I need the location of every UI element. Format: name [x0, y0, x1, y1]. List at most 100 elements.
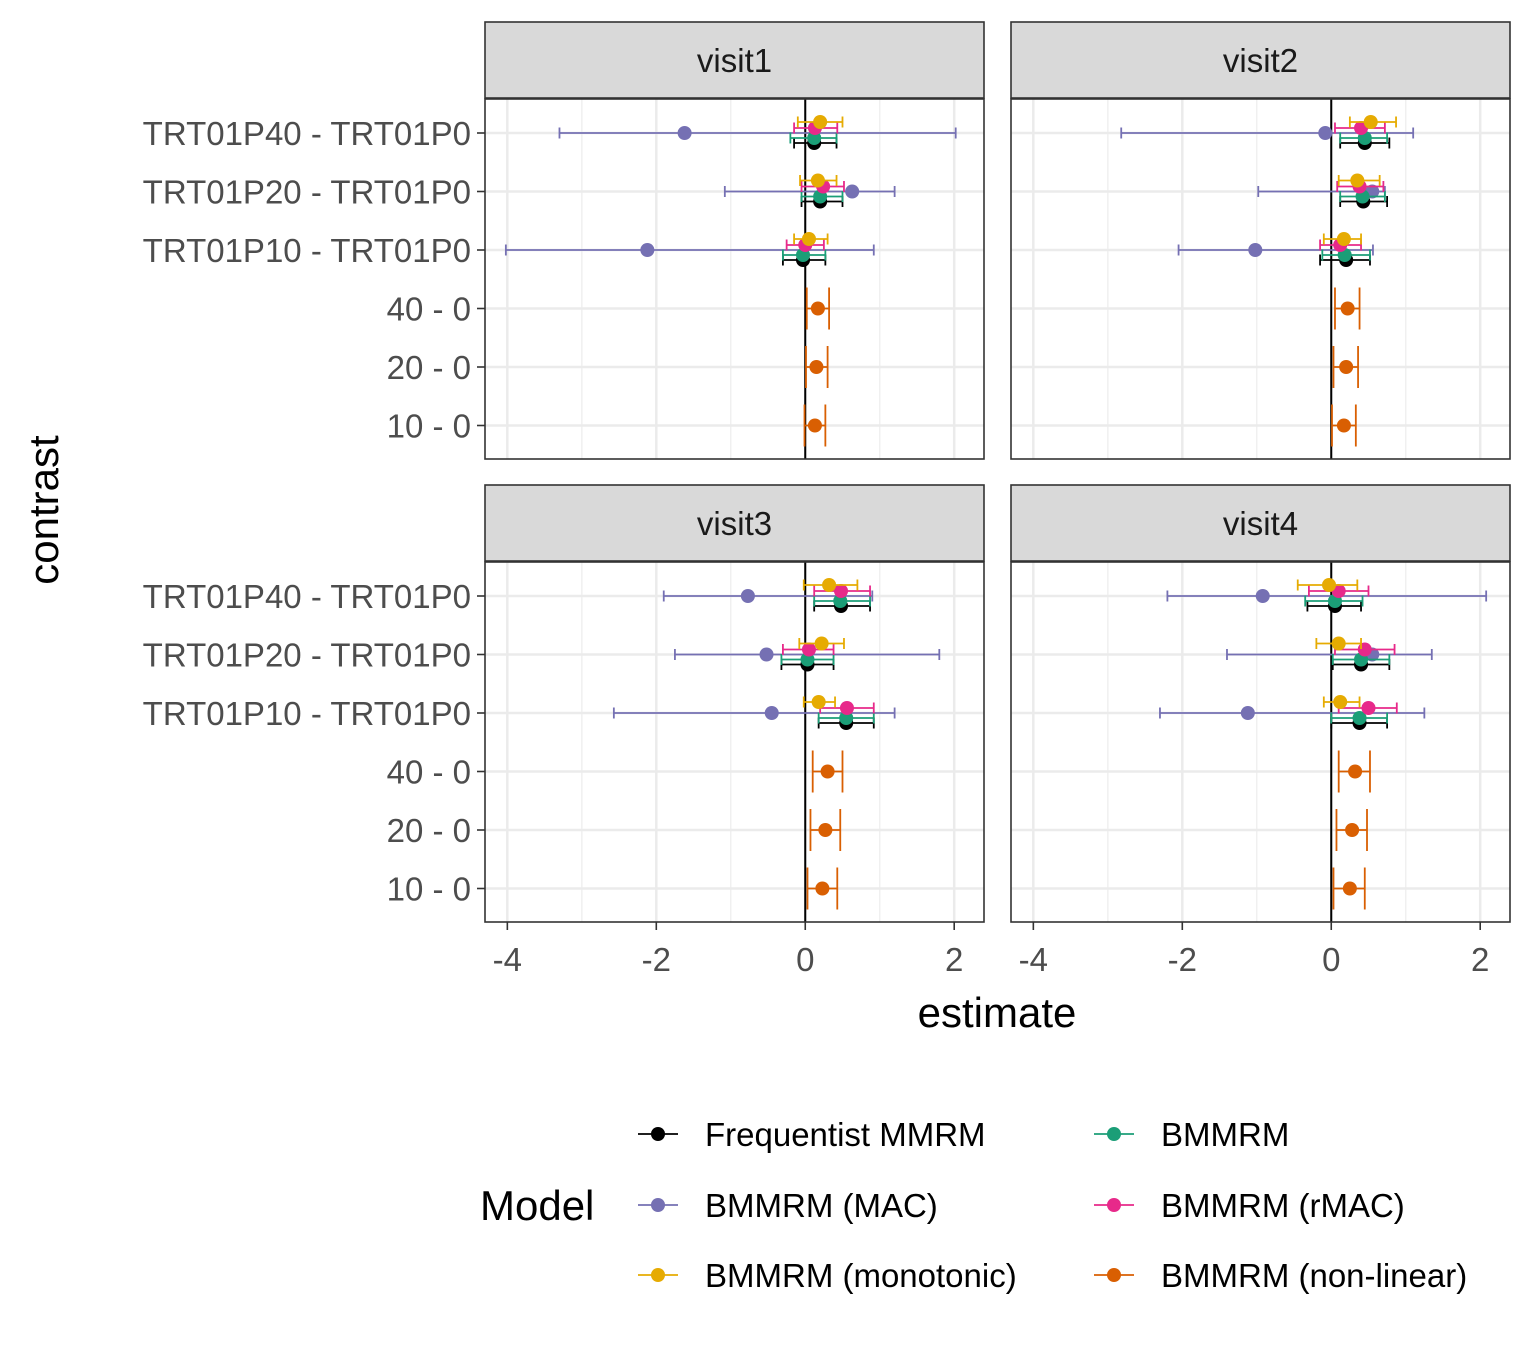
facet-title: visit4	[1223, 505, 1298, 542]
point-bmmrm	[807, 131, 822, 145]
point-mono	[822, 578, 837, 592]
x-tick-label: 2	[1471, 941, 1489, 978]
y-axis-title: contrast	[20, 435, 67, 585]
y-tick-label: 10 - 0	[387, 408, 471, 445]
legend-label: BMMRM (rMAC)	[1161, 1187, 1405, 1224]
point-nonlin	[1345, 823, 1360, 837]
legend-title: Model	[480, 1182, 594, 1229]
point-mac	[759, 647, 774, 662]
point-mono	[1350, 173, 1365, 188]
y-tick-label: 20 - 0	[387, 349, 471, 386]
plot-area	[1011, 562, 1510, 922]
point-mac	[640, 243, 655, 257]
x-tick-label: 2	[945, 941, 963, 978]
legend-label: BMMRM (monotonic)	[705, 1257, 1017, 1294]
panel-visit1: visit1 TRT01P40 - TRT01P0 TRT01P20 - TRT01…	[143, 21, 985, 460]
point-nonlin	[809, 360, 824, 374]
facet-strip	[1010, 21, 1511, 99]
x-tick-label: -4	[493, 941, 522, 978]
facet-title: visit1	[697, 42, 772, 79]
point-mono	[813, 115, 828, 129]
point-nonlin	[1340, 301, 1355, 316]
plot-area	[485, 99, 984, 459]
point-nonlin	[815, 881, 830, 896]
panel-border	[1010, 98, 1511, 460]
point-nonlin	[820, 764, 835, 779]
point-rmac	[834, 584, 849, 598]
point-nonlin	[1339, 360, 1354, 374]
x-tick-label: 0	[796, 941, 814, 978]
y-tick-label: 20 - 0	[387, 812, 471, 849]
point-mac	[845, 184, 860, 199]
legend-key-point	[1107, 1127, 1121, 1141]
point-mono	[1331, 636, 1346, 651]
panel-border	[1010, 561, 1511, 923]
y-tick-label: TRT01P40 - TRT01P0	[143, 115, 471, 152]
point-mono	[1336, 232, 1351, 246]
point-mono	[811, 695, 826, 709]
y-tick-label: TRT01P20 - TRT01P0	[143, 637, 471, 674]
point-nonlin	[810, 301, 825, 316]
panel-visit4: visit4 -4 -2 0 2	[1010, 484, 1511, 978]
panel-border	[484, 98, 985, 460]
y-tick-label: 40 - 0	[387, 291, 471, 328]
x-tick-label: -2	[1168, 941, 1197, 978]
point-mac	[1248, 243, 1263, 257]
point-rmac	[839, 701, 854, 715]
point-mono	[814, 636, 829, 651]
point-mac	[740, 589, 755, 603]
facet-strip	[484, 484, 985, 562]
legend-key-point	[1107, 1268, 1121, 1282]
y-tick-label: 10 - 0	[387, 871, 471, 908]
legend-label: BMMRM	[1161, 1116, 1289, 1153]
point-mac	[1255, 589, 1270, 603]
facet-title: visit3	[697, 505, 772, 542]
x-tick-label: 0	[1322, 941, 1340, 978]
plot-area	[485, 562, 984, 922]
point-nonlin	[1342, 881, 1357, 896]
point-mac	[1318, 126, 1333, 140]
facet-strip	[484, 21, 985, 99]
facet-title: visit2	[1223, 42, 1298, 79]
panel-visit2: visit2	[1010, 21, 1511, 460]
x-axis-title: estimate	[918, 989, 1077, 1036]
point-rmac	[1357, 642, 1372, 657]
y-tick-label: TRT01P20 - TRT01P0	[143, 174, 471, 211]
panel-border	[484, 561, 985, 923]
facet-strip	[1010, 484, 1511, 562]
legend-key-point	[651, 1198, 665, 1212]
point-mono	[801, 232, 816, 246]
point-rmac	[801, 642, 816, 657]
legend: Model Frequentist MMRM BMMRM BMMRM (MAC) BMM…	[480, 1116, 1467, 1294]
point-mac	[764, 706, 779, 720]
point-rmac	[1361, 701, 1376, 715]
y-tick-label: 40 - 0	[387, 754, 471, 791]
point-nonlin	[818, 823, 833, 837]
legend-label: BMMRM (MAC)	[705, 1187, 938, 1224]
point-mono	[810, 173, 825, 188]
panel-visit3: visit3 TRT01P40 - TRT01P0 TRT01P20 - TRT01…	[143, 484, 985, 978]
legend-key-point	[651, 1268, 665, 1282]
point-bmmrm	[833, 594, 848, 608]
y-tick-label: TRT01P10 - TRT01P0	[143, 232, 471, 269]
point-nonlin	[807, 418, 822, 433]
x-tick-label: -4	[1019, 941, 1048, 978]
y-tick-label: TRT01P10 - TRT01P0	[143, 695, 471, 732]
point-bmmrm	[839, 711, 854, 725]
legend-key-point	[1107, 1198, 1121, 1212]
legend-label: Frequentist MMRM	[705, 1116, 986, 1153]
point-mac	[1240, 706, 1255, 720]
y-tick-label: TRT01P40 - TRT01P0	[143, 578, 471, 615]
point-mac	[677, 126, 692, 140]
point-mono	[1363, 115, 1378, 129]
x-tick-label: -2	[642, 941, 671, 978]
point-nonlin	[1336, 418, 1351, 433]
plot-area	[1011, 99, 1510, 459]
point-nonlin	[1348, 764, 1363, 779]
legend-label: BMMRM (non-linear)	[1161, 1257, 1467, 1294]
point-mono	[1322, 578, 1337, 592]
point-mono	[1333, 695, 1348, 709]
legend-key-point	[651, 1127, 665, 1141]
